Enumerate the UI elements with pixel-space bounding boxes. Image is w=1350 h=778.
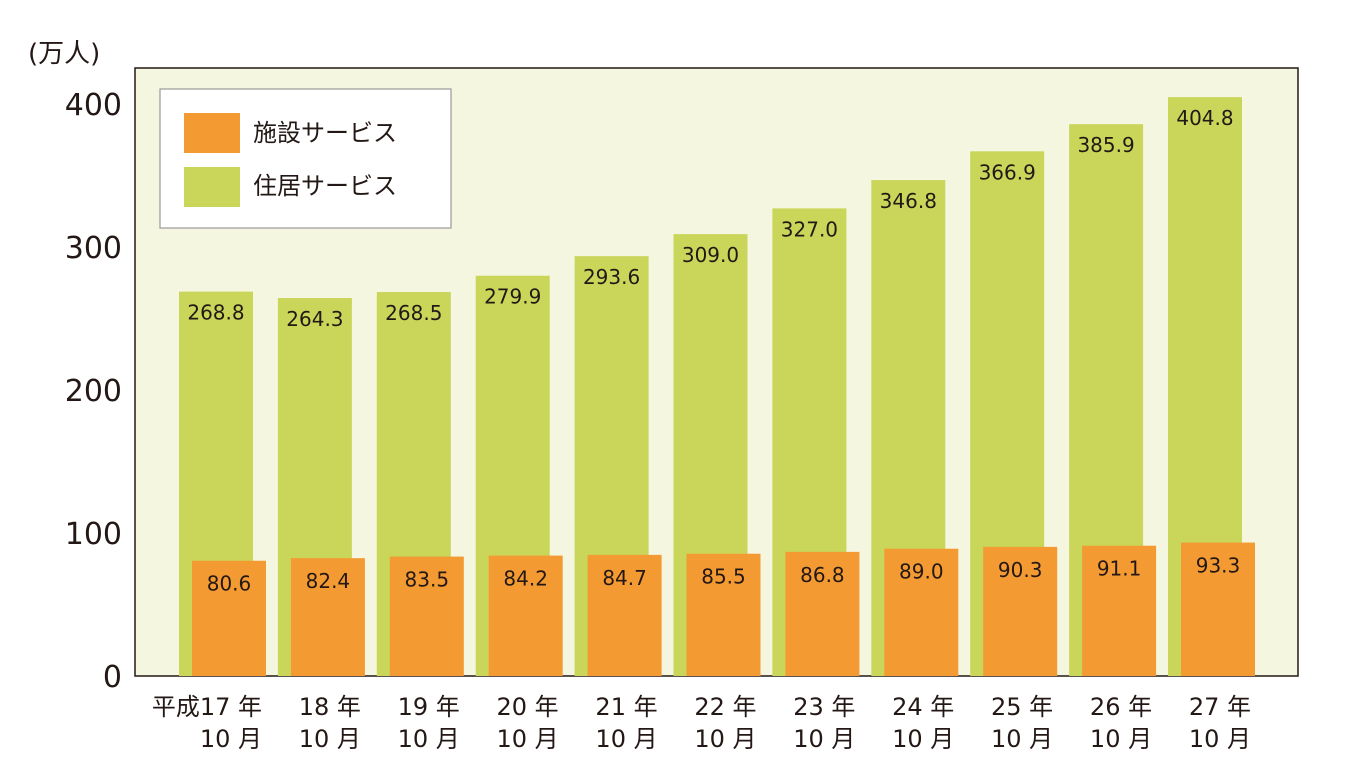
y-tick-label: 0 <box>103 660 122 695</box>
facility-value-label: 93.3 <box>1196 554 1241 578</box>
residential-value-label: 268.8 <box>187 301 244 325</box>
facility-value-label: 84.7 <box>602 566 647 590</box>
facility-value-label: 85.5 <box>701 565 746 589</box>
x-tick-label-month: 10 月 <box>991 725 1053 753</box>
x-tick-label-month: 10 月 <box>1189 725 1251 753</box>
facility-bar <box>686 553 761 676</box>
x-tick-label-year: 27 年 <box>1189 693 1251 721</box>
residential-value-label: 309.0 <box>682 243 739 267</box>
y-tick-label: 100 <box>65 517 122 552</box>
x-tick-label-year: 平成17 年 <box>152 693 262 721</box>
x-tick-label-month: 10 月 <box>497 725 559 753</box>
residential-value-label: 346.8 <box>880 189 937 213</box>
y-tick-label: 200 <box>65 374 122 409</box>
x-tick-label-month: 10 月 <box>595 725 657 753</box>
residential-value-label: 366.9 <box>979 160 1036 184</box>
y-tick-label: 400 <box>65 88 122 123</box>
x-tick-label-month: 10 月 <box>892 725 954 753</box>
facility-value-label: 84.2 <box>503 567 548 591</box>
x-axis-labels: 平成17 年 10 月 18 年 10 月 19 年 10 月 20 年 10 月 21 年 10… <box>152 693 1251 753</box>
facility-bar <box>785 551 860 676</box>
facility-value-label: 91.1 <box>1097 557 1142 581</box>
x-tick-label-year: 19 年 <box>398 693 460 721</box>
facility-value-label: 89.0 <box>899 560 944 584</box>
x-tick-label-month: 10 月 <box>398 725 460 753</box>
x-tick-label-year: 18 年 <box>299 693 361 721</box>
legend-label-residential: 住居サービス <box>253 172 397 200</box>
residential-value-label: 327.0 <box>781 217 838 241</box>
legend: 施設サービス 住居サービス <box>159 88 452 229</box>
facility-bar <box>1082 545 1157 676</box>
facility-bar <box>290 558 365 676</box>
facility-bar <box>192 560 266 676</box>
x-tick-label-year: 25 年 <box>991 693 1053 721</box>
y-unit-label: (万人) <box>28 39 100 69</box>
legend-swatch-residential <box>184 167 240 207</box>
y-axis-labels: 0 100 200 300 400 <box>65 88 122 695</box>
x-tick-label-month: 10 月 <box>299 725 361 753</box>
facility-bar <box>1181 542 1255 676</box>
x-tick-label-month: 10 月 <box>793 725 855 753</box>
residential-value-label: 264.3 <box>286 307 343 331</box>
x-tick-label-year: 20 年 <box>497 693 559 721</box>
x-tick-label-month: 10 月 <box>694 725 756 753</box>
facility-value-label: 80.6 <box>207 572 252 596</box>
x-tick-label-year: 24 年 <box>892 693 954 721</box>
facility-bar <box>587 554 662 676</box>
facility-bars: 80.6 82.4 83.5 84.2 84.7 85.5 86.8 89.0 90.3 91.1… <box>192 542 1255 676</box>
x-tick-label-month: 10 月 <box>1090 725 1152 753</box>
facility-bar <box>983 546 1058 676</box>
residential-value-label: 268.5 <box>385 301 442 325</box>
residential-value-label: 279.9 <box>484 285 541 309</box>
x-tick-label-month: 10 月 <box>200 725 262 753</box>
x-tick-label-year: 21 年 <box>595 693 657 721</box>
facility-value-label: 83.5 <box>405 568 450 592</box>
x-tick-label-year: 26 年 <box>1090 693 1152 721</box>
facility-value-label: 90.3 <box>998 558 1043 582</box>
x-tick-label-year: 23 年 <box>793 693 855 721</box>
facility-value-label: 86.8 <box>800 563 845 587</box>
legend-label-facility: 施設サービス <box>253 119 397 147</box>
facility-bar <box>488 555 563 676</box>
residential-value-label: 293.6 <box>583 265 640 289</box>
x-tick-label-year: 22 年 <box>694 693 756 721</box>
facility-bar <box>884 548 959 676</box>
legend-box <box>159 88 452 229</box>
y-tick-label: 300 <box>65 231 122 266</box>
facility-value-label: 82.4 <box>306 569 351 593</box>
legend-swatch-facility <box>184 113 240 153</box>
facility-bar <box>389 556 464 676</box>
residential-value-label: 404.8 <box>1176 106 1233 130</box>
residential-value-label: 385.9 <box>1077 133 1134 157</box>
